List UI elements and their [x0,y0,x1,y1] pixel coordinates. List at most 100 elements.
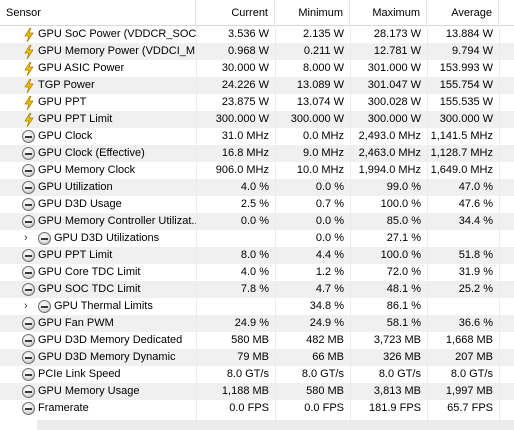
sensor-row[interactable]: GPU Memory Power (VDDCI_M... 0.968 W 0.211… [0,43,514,60]
cell-minimum: 8.000 W [303,62,344,74]
cell-name: GPU Memory Clock [38,164,136,176]
gauge-icon [22,181,35,194]
cell-name: GPU ASIC Power [38,62,125,74]
gauge-icon [22,351,35,364]
cell-minimum: 66 MB [312,351,344,363]
cell-average: 25.2 % [458,283,493,295]
cell-average: 1,997 MB [445,385,493,397]
cell-average: 155.754 W [439,79,493,91]
cell-maximum: 3,813 MB [373,385,421,397]
column-header-average[interactable]: Average [427,0,499,25]
sensor-row[interactable]: GPU PPT Limit 300.000 W 300.000 W 300.000 W… [0,111,514,128]
expand-chevron-icon[interactable]: › [24,300,28,312]
sensor-row[interactable]: GPU Fan PWM 24.9 % 24.9 % 58.1 % 36.6 % [0,315,514,332]
sensor-row[interactable]: GPU D3D Usage 2.5 % 0.7 % 100.0 % 47.6 % [0,196,514,213]
cell-maximum: 2,463.0 MHz [358,147,421,159]
gauge-icon [22,317,35,330]
column-header-current[interactable]: Current [196,0,275,25]
sensor-row[interactable]: GPU PPT 23.875 W 13.074 W 300.028 W 155.535 … [0,94,514,111]
cell-maximum: 1,994.0 MHz [358,164,421,176]
cell-average [427,298,499,315]
sensor-row[interactable]: GPU SOC TDC Limit 7.8 % 4.7 % 48.1 % 25.2 % [0,281,514,298]
power-bolt-icon [22,79,36,93]
cell-name: GPU PPT Limit [38,249,113,261]
cell-name: TGP Power [38,79,95,91]
column-header-minimum[interactable]: Minimum [275,0,350,25]
gauge-icon [22,215,35,228]
cell-average: 9.794 W [452,45,493,57]
cell-minimum: 300.000 W [290,113,344,125]
sensor-row[interactable]: GPU Core TDC Limit 4.0 % 1.2 % 72.0 % 31.9 % [0,264,514,281]
gauge-icon [22,198,35,211]
cell-average: 47.6 % [458,198,493,210]
cell-current: 1,188 MB [221,385,269,397]
cell-maximum: 85.0 % [386,215,421,227]
sensor-row[interactable]: GPU Clock 31.0 MHz 0.0 MHz 2,493.0 MHz 1,141… [0,128,514,145]
cell-current: 8.0 % [240,249,269,261]
cell-minimum: 13.089 W [296,79,344,91]
cell-minimum: 4.7 % [315,283,344,295]
cell-average: 34.4 % [458,215,493,227]
cell-current: 4.0 % [240,181,269,193]
gauge-icon [22,147,35,160]
sensor-row[interactable]: GPU Memory Controller Utilizat... 0.0 % 0.… [0,213,514,230]
cell-name: PCIe Link Speed [38,368,121,380]
gauge-icon [22,164,35,177]
cell-maximum: 100.0 % [380,249,421,261]
cell-name: GPU Memory Power (VDDCI_M... [38,45,196,57]
cell-name: GPU Clock [38,130,93,142]
gauge-icon [22,385,35,398]
sensor-row[interactable]: › GPU D3D Utilizations 0.0 % 27.1 % [0,230,514,247]
cell-maximum: 28.173 W [373,28,421,40]
cell-name: GPU PPT Limit [38,113,113,125]
sensor-row[interactable]: GPU Memory Usage 1,188 MB 580 MB 3,813 MB 1,… [0,383,514,400]
sensor-row[interactable]: GPU D3D Memory Dynamic 79 MB 66 MB 326 MB 20… [0,349,514,366]
power-bolt-icon [22,28,36,42]
cell-minimum: 2.135 W [303,28,344,40]
cell-current [196,298,275,315]
cell-minimum: 0.7 % [315,198,344,210]
cell-average [427,230,499,247]
column-header-maximum[interactable]: Maximum [350,0,427,25]
expand-chevron-icon[interactable]: › [24,232,28,244]
cell-average: 207 MB [455,351,493,363]
sensor-row[interactable]: GPU PPT Limit 8.0 % 4.4 % 100.0 % 51.8 % [0,247,514,264]
cell-average: 8.0 GT/s [450,368,493,380]
cell-maximum: 3,723 MB [373,334,421,346]
cell-minimum: 0.0 % [315,181,344,193]
sensor-row[interactable]: GPU ASIC Power 30.000 W 8.000 W 301.000 W 15… [0,60,514,77]
cell-name: GPU Memory Controller Utilizat... [38,215,196,227]
sensor-row[interactable]: Framerate 0.0 FPS 0.0 FPS 181.9 FPS 65.7 FPS [0,400,514,417]
sensor-row[interactable]: GPU Memory Clock 906.0 MHz 10.0 MHz 1,994.0… [0,162,514,179]
cell-average: 36.6 % [458,317,493,329]
cell-average: 300.000 W [439,113,493,125]
cell-current: 7.8 % [240,283,269,295]
cell-average: 47.0 % [458,181,493,193]
sensor-row[interactable]: GPU D3D Memory Dedicated 580 MB 482 MB 3,72… [0,332,514,349]
cell-name: GPU Clock (Effective) [38,147,145,159]
sensor-row[interactable]: TGP Power 24.226 W 13.089 W 301.047 W 155.75… [0,77,514,94]
cell-name: GPU PPT [38,96,87,108]
cell-minimum: 1.2 % [315,266,344,278]
sensor-row[interactable]: GPU Clock (Effective) 16.8 MHz 9.0 MHz 2,46… [0,145,514,162]
cell-minimum: 0.0 % [315,232,344,244]
cell-maximum: 58.1 % [386,317,421,329]
cell-average: 1,668 MB [445,334,493,346]
gauge-icon [22,283,35,296]
cell-minimum: 0.0 MHz [303,130,344,142]
power-bolt-icon [22,45,36,59]
gauge-icon [22,402,35,415]
sensor-row[interactable]: GPU Utilization 4.0 % 0.0 % 99.0 % 47.0 % [0,179,514,196]
power-bolt-icon [22,113,36,127]
sensor-row[interactable]: › GPU Thermal Limits 34.8 % 86.1 % [0,298,514,315]
cell-name: GPU D3D Usage [38,198,122,210]
cell-maximum: 2,493.0 MHz [358,130,421,142]
cell-current: 31.0 MHz [221,130,269,142]
cell-minimum: 580 MB [306,385,344,397]
column-header-sensor[interactable]: Sensor [0,0,196,25]
cell-name: GPU Memory Usage [38,385,140,397]
cell-name: GPU SOC TDC Limit [38,283,141,295]
sensor-row[interactable]: PCIe Link Speed 8.0 GT/s 8.0 GT/s 8.0 GT/s 8… [0,366,514,383]
cell-minimum: 0.211 W [303,45,344,57]
sensor-row[interactable]: GPU SoC Power (VDDCR_SOC) 3.536 W 2.135 W 2… [0,26,514,43]
